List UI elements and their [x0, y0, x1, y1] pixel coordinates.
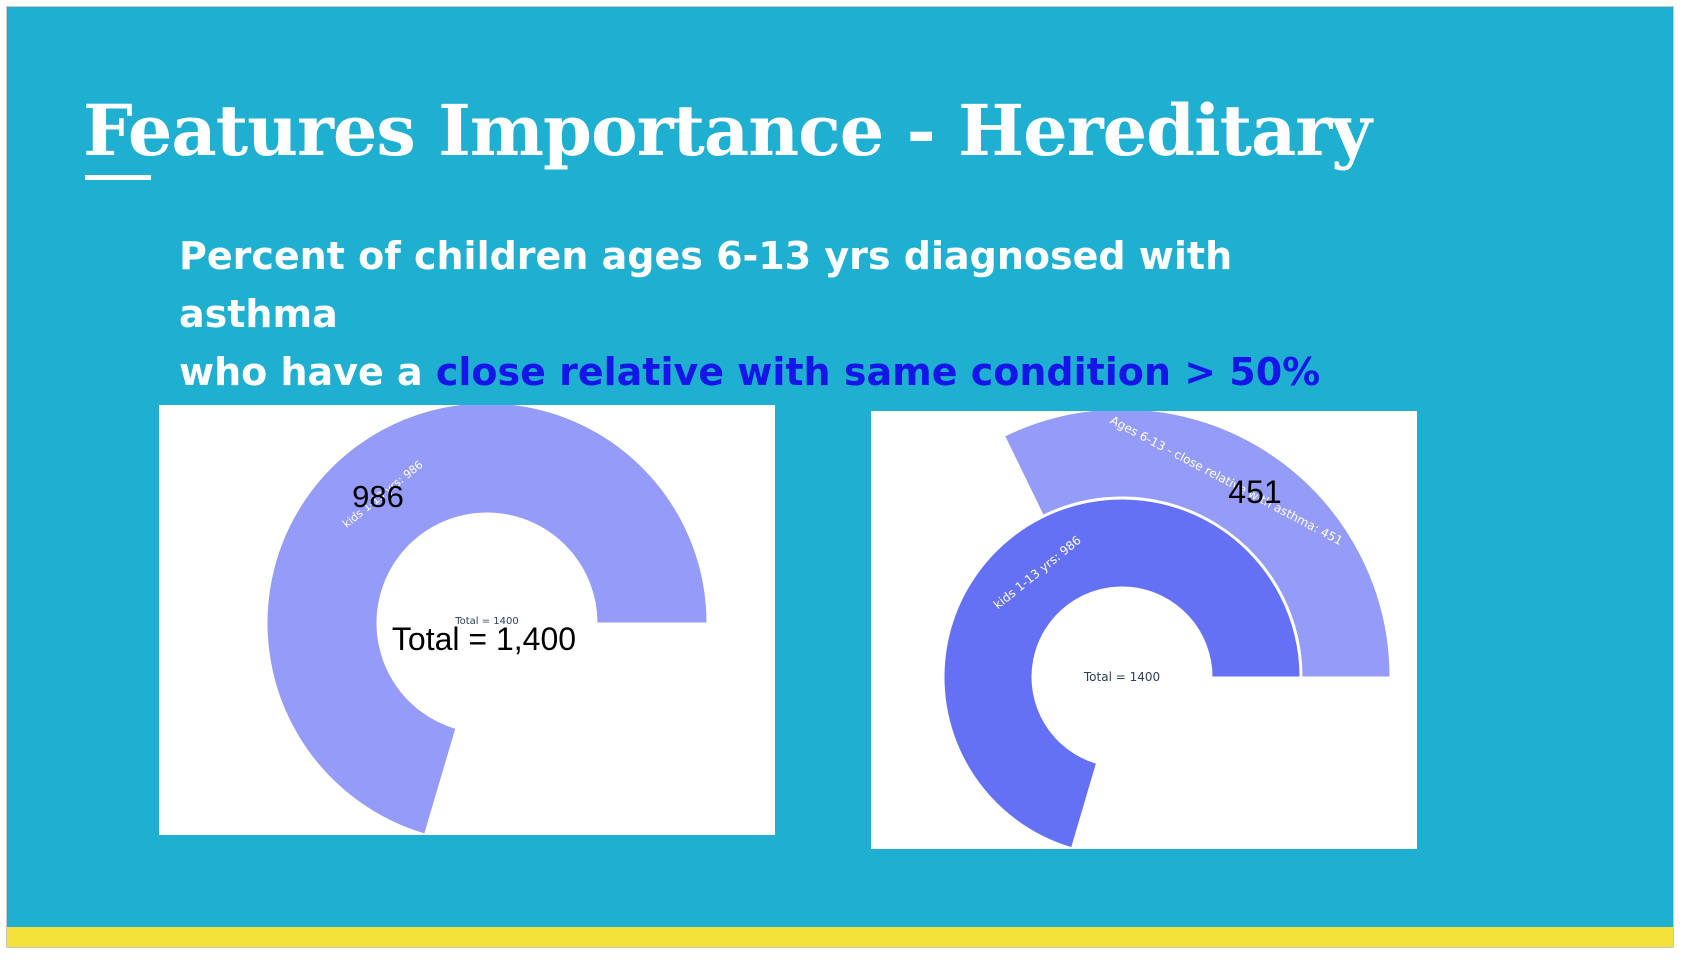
subtitle-line-2-prefix: who have a — [179, 350, 436, 394]
sunburst-chart-right: kids 1-13 yrs: 986 Ages 6-13 - close rel… — [871, 411, 1417, 849]
slide-subtitle: Percent of children ages 6-13 yrs diagno… — [179, 227, 1379, 401]
sunburst-segment-ages-6-13-close-relative — [1003, 411, 1391, 678]
slide: Features Importance - Hereditary Percent… — [6, 6, 1674, 948]
sunburst-right-svg: kids 1-13 yrs: 986 Ages 6-13 - close rel… — [943, 411, 1391, 849]
value-callout-451: 451 — [1228, 474, 1281, 510]
sunburst-chart-left: kids 1-13 yrs: 986 Total = 1400 986 Tota… — [159, 405, 775, 835]
title-underline — [85, 175, 151, 180]
sunburst-segment-kids-1-13 — [266, 405, 708, 835]
sunburst-segment-kids-1-13 — [943, 498, 1301, 849]
center-total-label: Total = 1400 — [454, 616, 519, 627]
subtitle-line-1: Percent of children ages 6-13 yrs diagno… — [179, 234, 1233, 336]
footer-bar — [7, 927, 1673, 947]
slide-title: Features Importance - Hereditary — [83, 89, 1372, 172]
value-callout-986: 986 — [352, 479, 404, 514]
total-callout: Total = 1,400 — [392, 621, 576, 657]
center-total-label: Total = 1400 — [1083, 670, 1160, 684]
sunburst-left-svg: kids 1-13 yrs: 986 Total = 1400 986 Tota… — [266, 405, 708, 835]
subtitle-highlight: close relative with same condition > 50% — [435, 350, 1321, 394]
